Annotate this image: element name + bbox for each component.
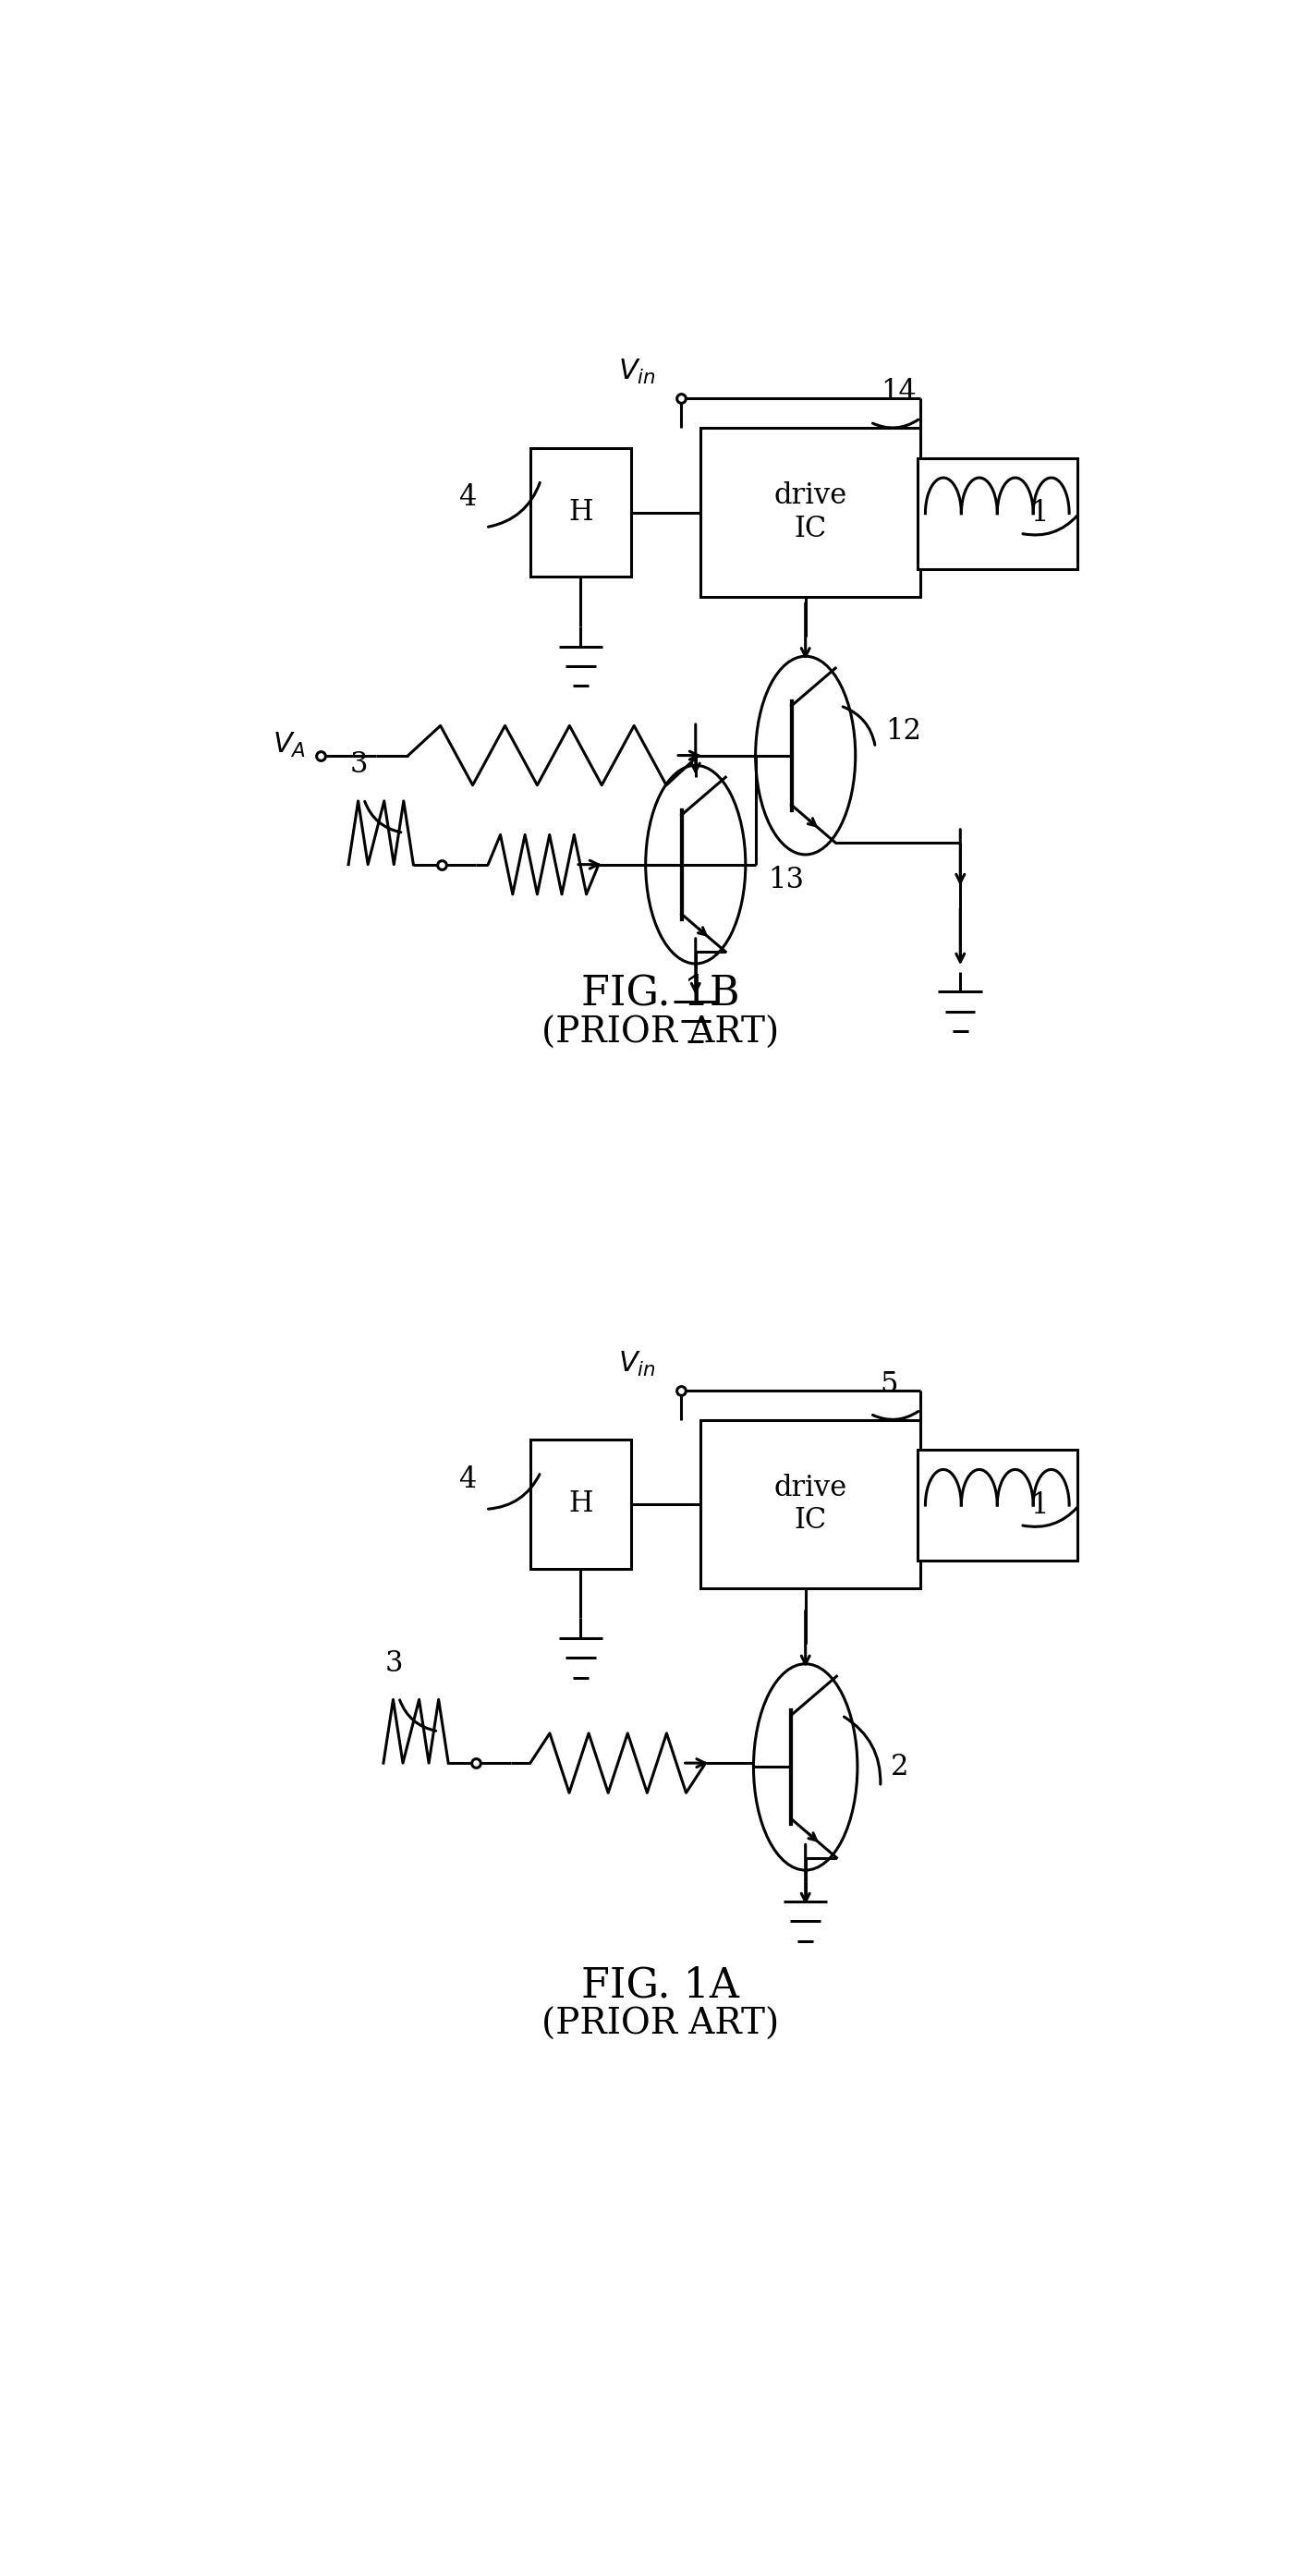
Text: 5: 5: [880, 1370, 898, 1399]
Text: 3: 3: [349, 750, 367, 778]
Text: (PRIOR ART): (PRIOR ART): [541, 2007, 780, 2043]
Text: $V_{in}$: $V_{in}$: [617, 358, 656, 386]
Text: $V_{in}$: $V_{in}$: [617, 1350, 656, 1378]
Text: 1: 1: [1030, 1492, 1048, 1520]
Text: 3: 3: [385, 1649, 403, 1677]
Bar: [701, 428, 920, 598]
Text: $V_A$: $V_A$: [273, 732, 305, 760]
Text: drive
IC: drive IC: [773, 482, 847, 544]
Bar: [701, 1419, 920, 1589]
Text: 2: 2: [891, 1752, 909, 1783]
Text: H: H: [568, 1489, 593, 1517]
Text: FIG. 1B: FIG. 1B: [581, 974, 740, 1012]
Bar: [531, 448, 630, 577]
Text: FIG. 1A: FIG. 1A: [581, 1965, 740, 2004]
Bar: [918, 1450, 1078, 1561]
Text: 4: 4: [458, 1466, 476, 1494]
Text: 13: 13: [768, 866, 804, 894]
Text: 1: 1: [1030, 500, 1048, 528]
Text: H: H: [568, 497, 593, 526]
Bar: [918, 459, 1078, 569]
Text: 14: 14: [880, 379, 916, 407]
Text: drive
IC: drive IC: [773, 1473, 847, 1535]
Text: (PRIOR ART): (PRIOR ART): [541, 1015, 780, 1051]
Text: 4: 4: [458, 484, 476, 513]
Bar: [531, 1440, 630, 1569]
Text: 12: 12: [886, 716, 922, 747]
